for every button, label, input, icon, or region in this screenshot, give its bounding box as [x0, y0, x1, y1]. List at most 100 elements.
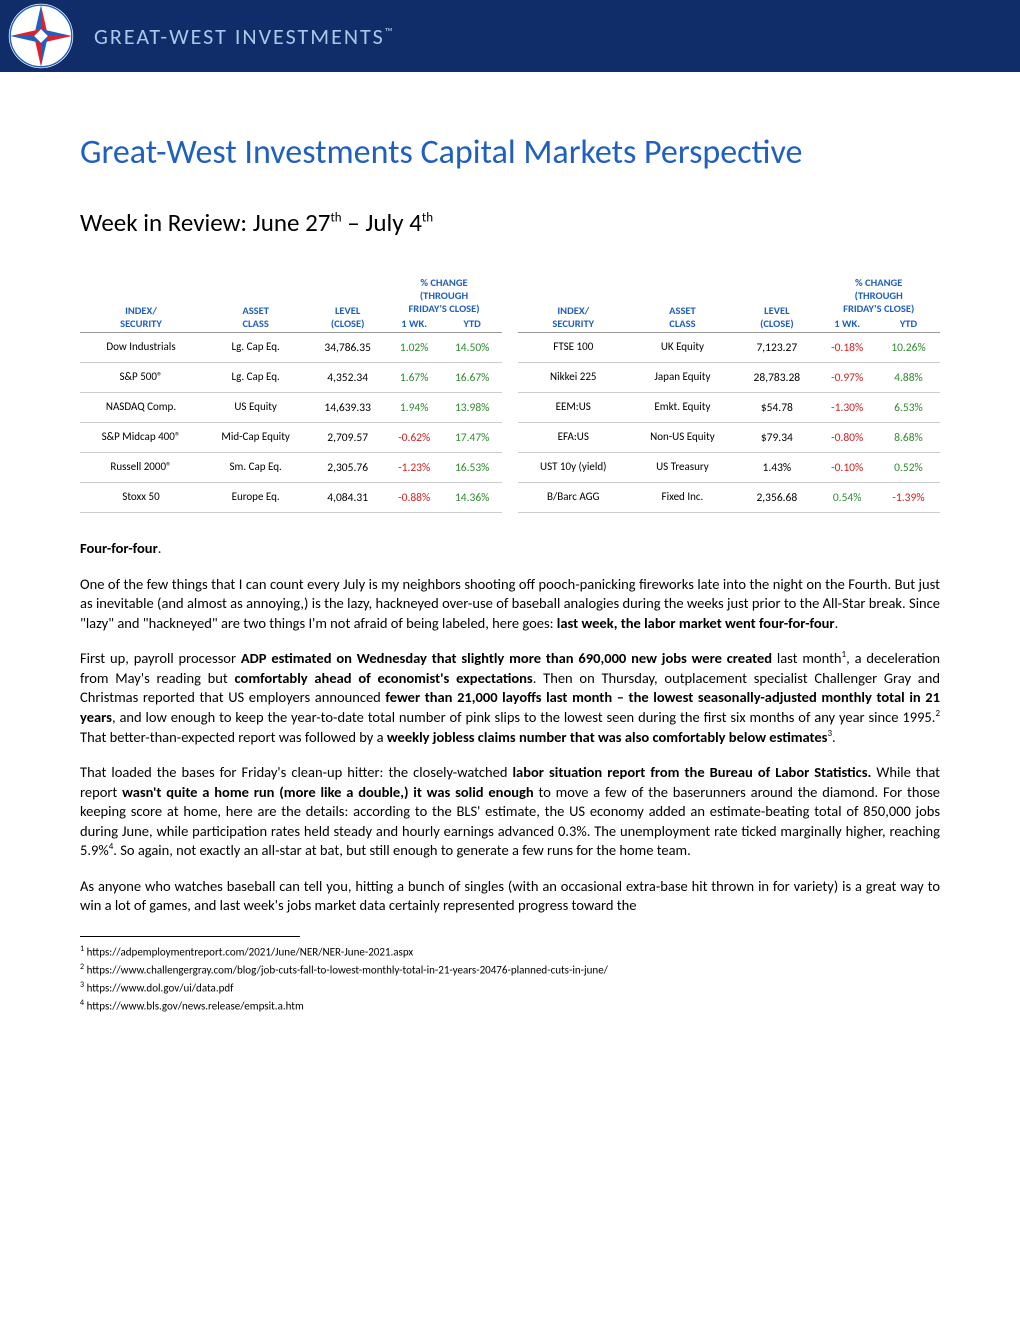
- cell-security: S&P 500®: [80, 363, 202, 393]
- cell-asset: Lg. Cap Eq.: [202, 363, 309, 393]
- table-row: B/Barc AGGFixed Inc.2,356.680.54%-1.39%: [518, 483, 940, 513]
- p1b: last week, the labor market went four-fo…: [557, 614, 835, 632]
- table-row: S&P Midcap 400®Mid-Cap Equity2,709.57-0.…: [80, 423, 502, 453]
- cell-wk: 1.67%: [386, 363, 442, 393]
- p3f: . So again, not exactly an all-star at b…: [113, 841, 691, 859]
- cell-ytd: 8.68%: [877, 423, 940, 453]
- table-row: EEM:USEmkt. Equity$54.78-1.30%6.53%: [518, 393, 940, 423]
- cell-level: 2,305.76: [309, 453, 386, 483]
- cell-ytd: 16.67%: [442, 363, 502, 393]
- p2j: weekly jobless claims number that was al…: [387, 728, 828, 746]
- p2e: comfortably ahead of economist's expecta…: [235, 669, 533, 687]
- cell-security: Dow Industrials: [80, 333, 202, 363]
- header-band: GREAT-WEST INVESTMENTS™: [0, 0, 1020, 72]
- cell-ytd: -1.39%: [877, 483, 940, 513]
- cell-level: $79.34: [736, 423, 817, 453]
- cell-asset: US Equity: [202, 393, 309, 423]
- th-level: LEVEL(CLOSE): [736, 274, 817, 333]
- th-change: % CHANGE(THROUGHFRIDAY'S CLOSE): [817, 274, 940, 315]
- p2b: ADP estimated on Wednesday that slightly…: [241, 649, 772, 667]
- table-row: Nikkei 225Japan Equity28,783.28-0.97%4.8…: [518, 363, 940, 393]
- cell-asset: Japan Equity: [629, 363, 737, 393]
- table-row: NASDAQ Comp.US Equity14,639.331.94%13.98…: [80, 393, 502, 423]
- cell-level: 14,639.33: [309, 393, 386, 423]
- cell-ytd: 4.88%: [877, 363, 940, 393]
- cell-wk: -0.10%: [817, 453, 877, 483]
- footnote-1-link[interactable]: https://adpemploymentreport.com/2021/Jun…: [87, 946, 414, 959]
- lead-phrase: Four-for-four: [80, 539, 158, 557]
- cell-ytd: 13.98%: [442, 393, 502, 423]
- paragraph-2: First up, payroll processor ADP estimate…: [80, 649, 940, 747]
- p2a: First up, payroll processor: [80, 649, 241, 667]
- footnote-4: 4 https://www.bls.gov/news.release/empsi…: [80, 997, 940, 1015]
- page-content: Great-West Investments Capital Markets P…: [0, 72, 1020, 1016]
- cell-wk: -0.88%: [386, 483, 442, 513]
- cell-wk: -0.80%: [817, 423, 877, 453]
- cell-level: 2,356.68: [736, 483, 817, 513]
- paragraph-4: As anyone who watches baseball can tell …: [80, 877, 940, 916]
- logo-wrap: GREAT-WEST INVESTMENTS™: [6, 1, 395, 71]
- th-security: INDEX/SECURITY: [80, 274, 202, 333]
- cell-security: Russell 2000®: [80, 453, 202, 483]
- cell-ytd: 16.53%: [442, 453, 502, 483]
- cell-level: 28,783.28: [736, 363, 817, 393]
- table-row: UST 10y (yield)US Treasury1.43%-0.10%0.5…: [518, 453, 940, 483]
- footnote-1: 1 https://adpemploymentreport.com/2021/J…: [80, 943, 940, 961]
- p3d: wasn't quite a home run (more like a dou…: [122, 783, 534, 801]
- market-table-right: INDEX/SECURITY ASSETCLASS LEVEL(CLOSE) %…: [518, 274, 940, 513]
- cell-asset: Emkt. Equity: [629, 393, 737, 423]
- cell-level: 4,352.34: [309, 363, 386, 393]
- cell-wk: -0.18%: [817, 333, 877, 363]
- cell-ytd: 6.53%: [877, 393, 940, 423]
- p2c: last month: [772, 649, 842, 667]
- cell-ytd: 14.50%: [442, 333, 502, 363]
- footnote-4-text: https://www.bls.gov/news.release/empsit.…: [87, 1000, 304, 1013]
- cell-ytd: 17.47%: [442, 423, 502, 453]
- footnotes-list: 1 https://adpemploymentreport.com/2021/J…: [80, 943, 940, 1016]
- cell-security: EFA:US: [518, 423, 629, 453]
- cell-wk: -0.97%: [817, 363, 877, 393]
- paragraph-3: That loaded the bases for Friday's clean…: [80, 763, 940, 861]
- cell-security: B/Barc AGG: [518, 483, 629, 513]
- cell-level: 34,786.35: [309, 333, 386, 363]
- subtitle: Week in Review: June 27th – July 4th: [80, 207, 940, 238]
- cell-security: Nikkei 225: [518, 363, 629, 393]
- table-row: S&P 500®Lg. Cap Eq.4,352.341.67%16.67%: [80, 363, 502, 393]
- table-row: Stoxx 50Europe Eq.4,084.31-0.88%14.36%: [80, 483, 502, 513]
- cell-wk: 0.54%: [817, 483, 877, 513]
- market-table-left: INDEX/SECURITY ASSETCLASS LEVEL(CLOSE) %…: [80, 274, 502, 513]
- cell-ytd: 0.52%: [877, 453, 940, 483]
- th-asset: ASSETCLASS: [629, 274, 737, 333]
- cell-asset: Non-US Equity: [629, 423, 737, 453]
- cell-wk: -0.62%: [386, 423, 442, 453]
- cell-wk: -1.30%: [817, 393, 877, 423]
- footnote-rule: [80, 936, 300, 937]
- cell-asset: Fixed Inc.: [629, 483, 737, 513]
- cell-security: S&P Midcap 400®: [80, 423, 202, 453]
- th-level: LEVEL(CLOSE): [309, 274, 386, 333]
- cell-security: FTSE 100: [518, 333, 629, 363]
- subtitle-mid: – July 4: [342, 207, 422, 238]
- cell-ytd: 10.26%: [877, 333, 940, 363]
- brand-text: GREAT-WEST INVESTMENTS™: [94, 23, 395, 50]
- th-asset: ASSETCLASS: [202, 274, 309, 333]
- p3b: labor situation report from the Bureau o…: [512, 763, 871, 781]
- th-ytd: YTD: [442, 315, 502, 333]
- paragraph-1: One of the few things that I can count e…: [80, 575, 940, 634]
- p3a: That loaded the bases for Friday's clean…: [80, 763, 512, 781]
- cell-ytd: 14.36%: [442, 483, 502, 513]
- brand-label: GREAT-WEST INVESTMENTS: [94, 23, 385, 50]
- article-body: Four-for-four. One of the few things tha…: [80, 539, 940, 916]
- cell-security: NASDAQ Comp.: [80, 393, 202, 423]
- cell-asset: Europe Eq.: [202, 483, 309, 513]
- cell-security: UST 10y (yield): [518, 453, 629, 483]
- footnote-3-text: https://www.dol.gov/ui/data.pdf: [87, 982, 234, 995]
- cell-security: EEM:US: [518, 393, 629, 423]
- cell-level: 2,709.57: [309, 423, 386, 453]
- cell-wk: -1.23%: [386, 453, 442, 483]
- p2i: That better-than-expected report was fol…: [80, 728, 387, 746]
- table-row: Dow IndustrialsLg. Cap Eq.34,786.351.02%…: [80, 333, 502, 363]
- cell-level: 1.43%: [736, 453, 817, 483]
- compass-logo-icon: [6, 1, 76, 71]
- cell-asset: Sm. Cap Eq.: [202, 453, 309, 483]
